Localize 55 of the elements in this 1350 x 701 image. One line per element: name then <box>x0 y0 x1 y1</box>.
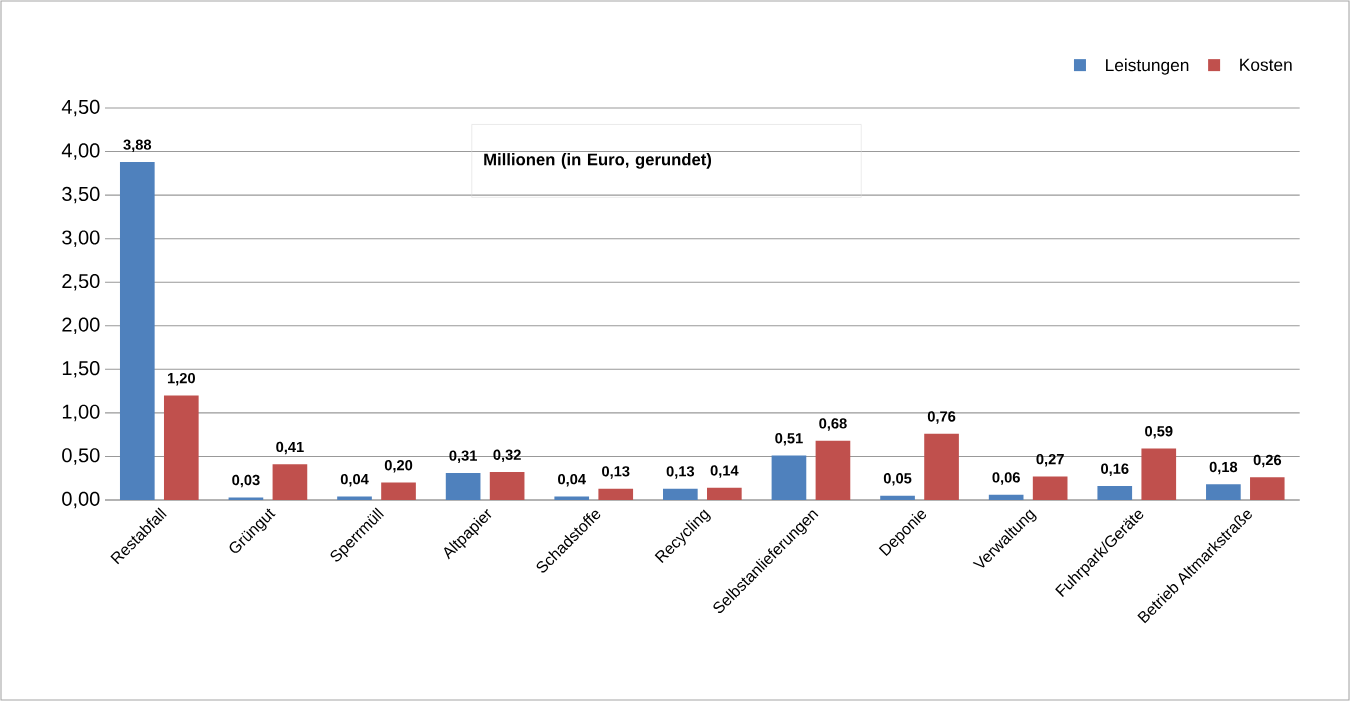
bar <box>1032 476 1068 500</box>
data-label: 0,26 <box>1253 454 1282 468</box>
bar <box>1206 484 1241 500</box>
y-tick-label: 1,00 <box>62 404 100 422</box>
y-tick-label: 3,50 <box>62 186 100 204</box>
bar <box>489 472 525 500</box>
data-label: 0,20 <box>384 460 413 473</box>
y-tick-label: 0,00 <box>62 491 100 509</box>
bar <box>1250 477 1285 500</box>
data-label: 0,68 <box>819 418 847 431</box>
data-label: 0,14 <box>710 465 739 478</box>
bar <box>228 497 264 500</box>
data-label: 0,16 <box>1101 463 1129 477</box>
bar <box>988 494 1024 500</box>
bar <box>815 440 851 500</box>
data-label: 0,32 <box>493 449 521 463</box>
bar <box>771 455 807 500</box>
bar <box>163 395 199 500</box>
bar <box>598 488 634 500</box>
data-label: 0,03 <box>232 474 260 488</box>
data-label: 0,27 <box>1036 453 1064 467</box>
legend-label: Leistungen <box>1106 58 1189 75</box>
bar <box>445 473 481 500</box>
data-label: 0,59 <box>1145 426 1173 439</box>
y-tick-label: 2,00 <box>62 317 100 335</box>
annotation: Millionen (in Euro, gerundet) <box>484 153 712 169</box>
data-label: 0,13 <box>666 466 695 479</box>
legend-label: Kosten <box>1240 58 1292 71</box>
data-label: 0,04 <box>558 473 586 487</box>
bar <box>272 464 308 500</box>
data-label: 0,41 <box>276 441 304 455</box>
data-label: 1,20 <box>167 372 195 386</box>
bar <box>880 495 915 500</box>
data-label: 0,06 <box>992 472 1020 485</box>
data-label: 0,18 <box>1209 461 1238 475</box>
data-label: 0,13 <box>602 466 630 479</box>
y-tick-label: 0,50 <box>62 448 100 465</box>
data-label: 0,76 <box>927 411 956 424</box>
y-tick-label: 2,50 <box>62 273 100 291</box>
data-label: 0,05 <box>883 473 912 486</box>
data-label: 3,88 <box>123 139 152 152</box>
y-tick-label: 4,50 <box>61 99 100 117</box>
y-tick-label: 4,00 <box>61 143 100 160</box>
bar <box>119 162 155 500</box>
bar <box>381 482 416 500</box>
bar <box>924 433 959 500</box>
data-label: 0,31 <box>449 450 477 463</box>
bar <box>1141 448 1177 500</box>
y-tick-label: 1,50 <box>62 361 100 378</box>
bar <box>1097 486 1133 500</box>
data-label: 0,04 <box>340 473 369 487</box>
data-label: 0,51 <box>775 433 803 446</box>
bar <box>707 487 742 500</box>
bar <box>663 488 698 500</box>
y-tick-label: 3,00 <box>62 230 100 247</box>
